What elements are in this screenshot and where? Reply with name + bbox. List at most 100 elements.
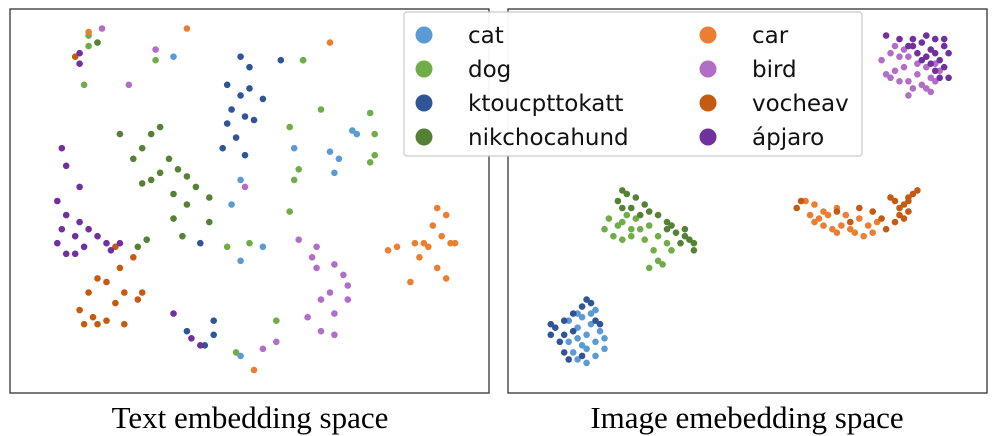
data-point [94, 232, 101, 240]
data-point [250, 366, 258, 374]
data-point [286, 208, 294, 215]
data-point [628, 225, 635, 233]
data-point [206, 194, 213, 201]
data-point [170, 310, 177, 317]
data-point [241, 151, 249, 159]
data-point [94, 39, 101, 46]
data-point [71, 53, 79, 60]
series-2 [601, 211, 675, 272]
data-point [896, 204, 903, 212]
data-point [887, 74, 894, 82]
data-point [371, 151, 379, 159]
data-point [891, 67, 899, 75]
data-point [170, 53, 177, 60]
data-point [259, 345, 267, 353]
data-point [565, 338, 572, 346]
data-point [246, 63, 253, 71]
data-point [206, 218, 213, 226]
legend-label: bird [752, 57, 797, 83]
data-point [900, 201, 908, 208]
legend-marker [699, 94, 717, 112]
data-point [371, 130, 379, 138]
data-point [197, 342, 204, 349]
data-point [429, 222, 437, 229]
data-point [295, 166, 303, 173]
data-point [183, 25, 191, 32]
data-point [623, 211, 631, 219]
data-point [824, 211, 832, 219]
data-point [76, 60, 83, 67]
data-point [878, 215, 885, 222]
data-point [547, 320, 555, 328]
data-point [340, 271, 347, 279]
data-point [842, 211, 850, 219]
data-point [54, 239, 61, 247]
data-point [923, 32, 930, 39]
data-point [228, 201, 235, 208]
data-point [76, 49, 83, 57]
data-point [905, 78, 912, 85]
data-point [62, 250, 70, 258]
data-point [914, 49, 921, 57]
series-7 [793, 187, 921, 233]
data-point [918, 39, 926, 46]
data-point [614, 222, 622, 229]
data-point [864, 222, 872, 229]
data-point [228, 106, 235, 113]
data-point [116, 130, 124, 138]
data-point [304, 313, 311, 321]
data-point [138, 180, 146, 187]
data-point [628, 232, 635, 240]
data-point [407, 278, 414, 286]
data-point [179, 232, 186, 240]
data-point [366, 159, 374, 166]
data-point [793, 204, 800, 212]
data-point [71, 232, 79, 240]
data-point [125, 81, 133, 89]
data-point [76, 306, 83, 314]
data-point [547, 331, 555, 339]
series-5 [85, 25, 459, 374]
data-point [940, 63, 948, 71]
series-7 [71, 53, 146, 328]
data-point [349, 127, 356, 134]
data-point [614, 197, 622, 205]
data-point [237, 53, 244, 60]
data-point [900, 63, 908, 71]
data-point [869, 208, 876, 215]
data-point [569, 310, 577, 317]
data-point [183, 327, 191, 335]
legend-box [403, 11, 863, 157]
data-point [85, 28, 92, 36]
data-point [923, 53, 930, 60]
data-point [170, 215, 177, 222]
data-point [308, 253, 316, 261]
data-point [578, 352, 586, 360]
data-point [596, 327, 604, 335]
data-point [156, 169, 164, 177]
data-point [663, 218, 671, 226]
data-point [574, 324, 581, 332]
data-point [259, 243, 267, 251]
data-point [246, 85, 253, 92]
data-point [313, 243, 320, 251]
data-point [116, 264, 124, 272]
data-point [891, 197, 899, 205]
data-point [134, 296, 142, 303]
legend-label: vocheav [752, 91, 849, 117]
data-point [668, 222, 675, 229]
data-point [98, 25, 106, 32]
data-point [847, 225, 854, 233]
data-point [681, 225, 689, 233]
data-point [896, 53, 903, 60]
image-embedding-points [547, 32, 952, 367]
data-point [94, 320, 101, 328]
data-point [290, 176, 298, 184]
data-point [326, 148, 334, 155]
data-point [353, 130, 361, 138]
data-point [815, 215, 823, 222]
data-point [677, 239, 684, 247]
legend-marker [415, 128, 433, 146]
text-embedding-points [54, 25, 459, 374]
